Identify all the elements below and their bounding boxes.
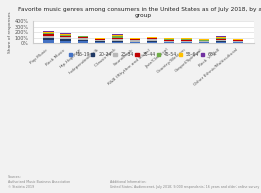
Bar [233, 42, 244, 43]
Bar [216, 42, 226, 43]
Bar [164, 40, 174, 41]
Bar [164, 42, 174, 43]
Bar [95, 41, 105, 42]
Bar [233, 39, 244, 40]
Bar [147, 37, 157, 38]
Bar [181, 39, 192, 40]
Bar [43, 31, 54, 32]
Bar [147, 38, 157, 39]
Bar [199, 42, 209, 43]
Bar [112, 39, 123, 41]
Bar [216, 37, 226, 38]
Bar [216, 40, 226, 41]
Bar [61, 39, 71, 41]
Bar [216, 41, 226, 42]
Bar [78, 40, 88, 41]
Bar [61, 35, 71, 36]
Bar [78, 41, 88, 43]
Bar [112, 35, 123, 36]
Bar [164, 39, 174, 40]
Bar [43, 33, 54, 34]
Bar [61, 34, 71, 35]
Bar [147, 42, 157, 43]
Bar [61, 41, 71, 43]
Bar [61, 37, 71, 39]
Bar [181, 38, 192, 39]
Bar [129, 39, 140, 40]
Bar [95, 38, 105, 39]
Y-axis label: Share of responses: Share of responses [8, 11, 11, 53]
Bar [78, 37, 88, 38]
Bar [43, 38, 54, 40]
Bar [164, 38, 174, 39]
Bar [216, 38, 226, 39]
Legend: 16-19, 20-24, 25-34, 35-44, 45-54, 55-64, 65+: 16-19, 20-24, 25-34, 35-44, 45-54, 55-64… [69, 52, 218, 57]
Bar [78, 38, 88, 40]
Bar [129, 40, 140, 41]
Bar [112, 38, 123, 39]
Bar [129, 38, 140, 39]
Bar [199, 39, 209, 40]
Bar [199, 41, 209, 42]
Bar [181, 42, 192, 43]
Bar [181, 41, 192, 42]
Bar [216, 36, 226, 37]
Bar [164, 41, 174, 42]
Bar [43, 40, 54, 43]
Text: Sources:
Authorized Music Business Association
© Statista 2019: Sources: Authorized Music Business Assoc… [8, 175, 70, 189]
Bar [181, 40, 192, 41]
Text: Additional Information:
United States; Audiencenet, July 2018; 9,000 respondents: Additional Information: United States; A… [110, 180, 259, 189]
Bar [61, 33, 71, 34]
Bar [43, 34, 54, 36]
Bar [129, 42, 140, 43]
Bar [216, 39, 226, 40]
Bar [43, 36, 54, 38]
Bar [95, 40, 105, 41]
Bar [147, 39, 157, 41]
Bar [95, 39, 105, 40]
Bar [43, 32, 54, 33]
Bar [95, 42, 105, 43]
Bar [78, 36, 88, 37]
Bar [199, 40, 209, 41]
Bar [233, 41, 244, 42]
Bar [233, 40, 244, 41]
Bar [112, 42, 123, 43]
Bar [112, 34, 123, 35]
Bar [61, 36, 71, 37]
Bar [112, 41, 123, 42]
Bar [129, 41, 140, 42]
Bar [147, 41, 157, 42]
Title: Favorite music genres among consumers in the United States as of July 2018, by a: Favorite music genres among consumers in… [17, 8, 261, 18]
Bar [112, 36, 123, 38]
